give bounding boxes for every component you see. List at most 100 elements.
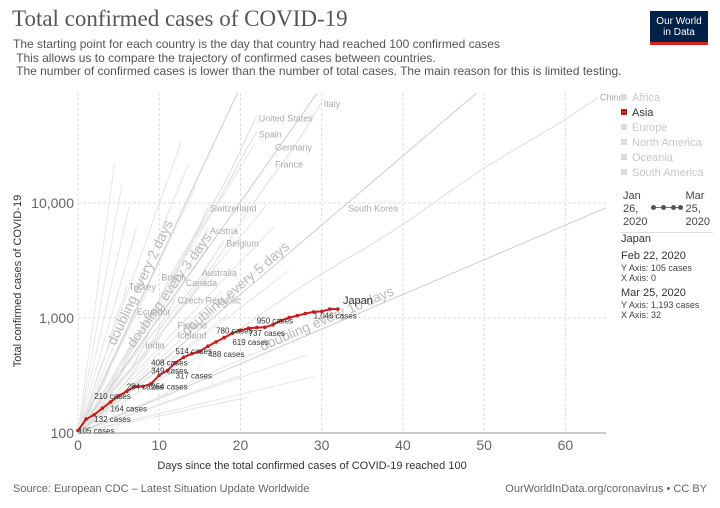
data-point[interactable] (271, 322, 275, 327)
data-point[interactable] (173, 360, 178, 365)
data-point[interactable] (230, 331, 235, 336)
data-point[interactable] (165, 368, 170, 373)
data-point[interactable] (181, 355, 186, 360)
background-country-label: Belgium (226, 239, 259, 249)
legend-label: South America (632, 167, 704, 179)
legend-swatch (621, 169, 627, 175)
data-point[interactable] (189, 352, 194, 356)
x-tick-label: 60 (558, 437, 574, 453)
data-label: 210 cases (94, 392, 130, 401)
background-country-line (78, 142, 256, 433)
background-country-label: China (600, 92, 624, 102)
legend-item-oceania[interactable]: Oceania (621, 151, 704, 166)
data-label: 488 cases (208, 350, 244, 359)
background-country-line (78, 270, 289, 433)
background-country-label: South Korea (348, 204, 398, 214)
data-point[interactable] (222, 335, 226, 340)
data-point[interactable] (84, 417, 88, 421)
data-point[interactable] (254, 325, 259, 330)
legend-item-asia[interactable]: Asia (621, 106, 704, 121)
background-country-line (78, 206, 130, 433)
data-label: 164 cases (110, 404, 146, 413)
data-point[interactable] (214, 340, 218, 344)
background-country-label: United States (259, 114, 314, 124)
legend: Africa Asia Europe North America Oceania… (621, 91, 704, 181)
info-last-y: Y Axis: 1,193 cases (621, 300, 700, 310)
data-label: 514 cases (175, 347, 211, 356)
legend-swatch (621, 139, 627, 145)
background-country-label: Spain (259, 130, 282, 140)
background-country-label: France (275, 159, 303, 169)
legend-label: Europe (632, 122, 668, 134)
legend-item-south-america[interactable]: South America (621, 166, 704, 181)
legend-swatch (621, 124, 627, 130)
data-label: 105 cases (78, 427, 114, 436)
data-point[interactable] (124, 389, 129, 394)
data-label: 132 cases (94, 415, 130, 424)
background-country-line (78, 226, 275, 433)
background-country-line (78, 141, 182, 433)
legend-item-africa[interactable]: Africa (621, 91, 704, 106)
data-point[interactable] (108, 400, 113, 404)
legend-label: North America (632, 137, 702, 149)
x-tick-label: 30 (314, 437, 330, 453)
data-label: 254 cases (127, 382, 163, 391)
timeline-dot (671, 205, 676, 210)
subtitle-line-3: The number of confirmed cases is lower t… (13, 64, 622, 78)
data-label: 737 cases (249, 329, 285, 338)
data-point[interactable] (246, 326, 251, 331)
data-point[interactable] (263, 325, 267, 330)
timeline-track[interactable] (651, 207, 683, 208)
x-tick-label: 20 (233, 437, 249, 453)
data-point[interactable] (92, 413, 96, 417)
info-first-y: Y Axis: 105 cases (621, 263, 692, 273)
legend-swatch (621, 154, 627, 160)
background-country-line (78, 184, 123, 433)
info-first-x: X Axis: 0 (621, 273, 657, 283)
data-label: 254 cases (151, 382, 187, 391)
data-point[interactable] (157, 373, 161, 378)
legend-item-europe[interactable]: Europe (621, 121, 704, 136)
timeline-start-handle[interactable] (651, 205, 656, 210)
background-country-label: Czech Republic (177, 295, 241, 305)
background-country-label: Brazil (161, 272, 184, 282)
data-point[interactable] (238, 328, 243, 333)
legend-label: Asia (632, 107, 654, 119)
data-point[interactable] (295, 313, 300, 318)
x-tick-label: 40 (395, 437, 411, 453)
footer-link[interactable]: OurWorldInData.org/coronavirus • CC BY (505, 483, 707, 495)
data-point[interactable] (311, 310, 316, 314)
background-country-label: Austria (210, 226, 238, 236)
data-label: 619 cases (232, 338, 268, 347)
data-point[interactable] (328, 307, 332, 311)
background-country-line (78, 97, 599, 433)
timeline-end-handle[interactable] (678, 205, 683, 210)
data-point[interactable] (206, 344, 210, 349)
info-last-date: Mar 25, 2020 (621, 287, 686, 299)
info-last-point: Mar 25, 2020 Y Axis: 1,193 cases X Axis:… (621, 287, 716, 320)
data-point[interactable] (149, 381, 153, 386)
data-point[interactable] (336, 307, 340, 311)
legend-item-north-america[interactable]: North America (621, 136, 704, 151)
legend-label: Oceania (632, 152, 673, 164)
series-end-label: Japan (343, 295, 373, 307)
background-country-label: Iceland (177, 330, 206, 340)
data-point[interactable] (133, 384, 137, 389)
timeline-start-label: Jan 26, 2020 (623, 190, 648, 228)
owid-logo[interactable]: Our World in Data (650, 11, 708, 45)
data-point[interactable] (100, 406, 105, 411)
info-country: Japan (621, 233, 651, 245)
timeline-slider[interactable]: Jan 26, 2020 Mar 25, 2020 (621, 190, 713, 230)
background-country-line (78, 227, 137, 433)
data-point[interactable] (141, 384, 145, 389)
background-country-line (78, 332, 301, 433)
data-point[interactable] (319, 309, 324, 314)
data-point[interactable] (198, 349, 202, 354)
data-point[interactable] (303, 311, 308, 316)
legend-label: Africa (632, 92, 661, 104)
data-point[interactable] (116, 394, 121, 398)
data-point[interactable] (76, 428, 80, 433)
data-point[interactable] (287, 315, 292, 320)
data-point[interactable] (279, 318, 283, 323)
